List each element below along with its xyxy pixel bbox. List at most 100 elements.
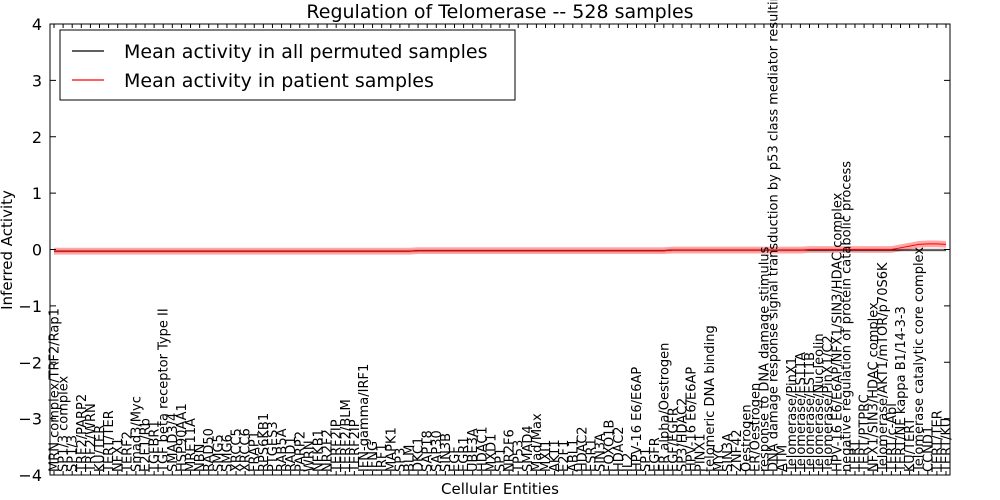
x-tick-label: TERT <box>848 440 863 473</box>
x-tick-label: NFX1 <box>111 438 126 472</box>
x-tick-label: KU/TERT <box>903 418 918 472</box>
x-tick-label: HDAC2 <box>575 426 590 472</box>
x-tick-label: TRF2/WRN <box>84 403 99 473</box>
y-tick-label: 4 <box>32 15 42 34</box>
x-tick-label: TRF2/PARP2 <box>75 394 90 473</box>
line-patient <box>54 243 947 252</box>
x-tick-label: EGFR <box>648 437 663 472</box>
legend-label-patient: Mean activity in patient samples <box>124 70 434 92</box>
x-tick-label: SP1/3 <box>66 435 81 472</box>
x-tick-label: TGF beta receptor Type II <box>157 308 172 473</box>
x-tick-label: XRCC6 <box>239 428 254 472</box>
y-tick-label: −4 <box>18 466 42 485</box>
x-tick-label: DNA damage response signal transduction … <box>767 0 782 472</box>
y-tick-label: 1 <box>32 184 42 203</box>
x-tick-label: SIN3B <box>439 433 454 472</box>
x-tick-label: SP1 <box>494 448 509 472</box>
x-tick-label: SAP30 <box>430 430 445 472</box>
x-tick-label: NR2F6 <box>503 429 518 472</box>
x-tick-label: TERT/PTPRC <box>858 394 873 473</box>
x-tick-label: XRCC5 <box>230 428 245 472</box>
x-tick-label: KU/TER <box>93 425 108 472</box>
x-tick-label: ABL1 <box>566 439 581 472</box>
x-tick-label: NFX1/SIN3/HDAC complex <box>867 302 882 472</box>
y-axis-label: Inferred Activity <box>0 190 16 310</box>
x-tick-label: TERF2IP <box>330 419 345 473</box>
y-tick-label: 2 <box>32 128 42 147</box>
legend: Mean activity in all permuted samples Me… <box>59 29 516 101</box>
x-tick-label: PINX1 <box>694 433 709 472</box>
x-tick-label: RAD50 <box>202 428 217 472</box>
x-tick-label: MYC <box>712 444 727 472</box>
x-tick-label: MRE11A <box>184 418 199 472</box>
x-tick-label: MAPK1 <box>384 427 399 472</box>
x-tick-label: TERT/TER <box>930 410 945 473</box>
x-tick-label: FOXO1B <box>603 420 618 472</box>
x-tick-label: MXD1 <box>484 434 499 472</box>
x-tick-label: Telomerase/EST1B <box>803 352 818 473</box>
x-axis-label: Cellular Entities <box>441 480 559 498</box>
x-tick-label: HPV-16 E6/E6AP <box>630 367 645 472</box>
x-tick-label: Telomerase/PinX1 <box>785 357 800 473</box>
x-tick-label: TP53 <box>512 440 527 473</box>
x-tick-label: HDAC2 <box>612 426 627 472</box>
x-tick-label: DKC1 <box>412 437 427 472</box>
x-tick-label: SMAD3/4 <box>166 413 181 472</box>
x-tick-label: Mad/Max <box>530 413 545 472</box>
x-tick-label: SP1 <box>639 448 654 472</box>
x-tick-label: TERT/KU <box>940 418 955 473</box>
x-tick-label: FRAP1 <box>248 431 263 472</box>
x-tick-label: WRN <box>302 440 317 472</box>
x-tick-label: Smad3/Myc <box>129 396 144 472</box>
x-tick-label: TERT/TER <box>102 410 117 473</box>
x-tick-label: BLM <box>402 445 417 472</box>
x-tick-label: ZNF42 <box>730 429 745 472</box>
x-tick-label: Telomerase/Nucleolin <box>812 333 827 473</box>
y-tick-label: −3 <box>18 410 42 429</box>
series-lines <box>54 243 947 252</box>
x-tick-label: TERF2IP <box>348 419 363 473</box>
x-tick-label: NR2F2 <box>321 429 336 472</box>
x-tick-label: TERT/c-Abl <box>885 403 900 473</box>
x-tick-label: MXI1 <box>539 440 554 472</box>
x-tick-label: SMG6 <box>220 434 235 472</box>
x-tick-label: SAP18 <box>421 430 436 472</box>
chart-title: Regulation of Telomerase -- 528 samples <box>306 1 693 23</box>
x-tick-label: TERF2 <box>120 431 135 473</box>
x-tick-label: AKT1 <box>548 439 563 472</box>
x-tick-label: Telomerase/AKT1/mTOR/p70S6K <box>876 262 891 473</box>
x-tick-label: negative regulation of protein catabolic… <box>839 161 854 472</box>
x-tick-label: SP1/3 complex <box>57 375 72 472</box>
x-tick-label: PARP2 <box>293 431 308 472</box>
x-tick-label: HPV-16 E6/E6AP/NFX1/SIN3/HDAC complex <box>830 192 845 472</box>
x-tick-label: SMAD4 <box>521 425 536 472</box>
x-tick-label: SP3/HDAC2 <box>676 398 691 472</box>
x-tick-label: SP3 <box>393 448 408 472</box>
x-tick-label: EGR1 <box>457 436 472 472</box>
x-tick-label: ATM <box>776 445 791 472</box>
x-tick-label: RAD1 <box>284 436 299 472</box>
x-tick-label: EGF/EGFR <box>666 407 681 472</box>
x-tick-label: NBN <box>193 444 208 472</box>
x-tick-label: SMG5 <box>211 434 226 472</box>
legend-label-permuted: Mean activity in all permuted samples <box>124 41 487 63</box>
y-axis: 4 3 2 1 0 −1 −2 −3 −4 <box>18 15 950 485</box>
x-tick-label: CCND1 <box>921 426 936 472</box>
x-tick-label: Telomerase catalytic core complex <box>912 247 927 473</box>
x-tick-label: MRN complex/TRF2/Rap1 <box>48 308 63 472</box>
x-tick-label: IL2 <box>621 453 636 472</box>
x-tick-label: TERF2/BLM <box>339 399 354 473</box>
legend-box <box>59 29 516 101</box>
x-tick-label: response to DNA damage stimulus <box>757 246 772 472</box>
x-tick-label: NFKB1 <box>311 429 326 472</box>
x-tick-label: HSP90AA1 <box>175 403 190 472</box>
x-tick-label: IFNG <box>366 441 381 472</box>
x-tick-label: E2F1 <box>557 440 572 472</box>
x-tick-label: IFN-gamma/IRF1 <box>357 364 372 472</box>
y-tick-label: 0 <box>32 241 42 260</box>
y-tick-label: −2 <box>18 353 42 372</box>
x-tick-label: ER alpha/Oestrogen <box>657 343 672 472</box>
x-tick-label: Oestrogen <box>739 404 754 472</box>
